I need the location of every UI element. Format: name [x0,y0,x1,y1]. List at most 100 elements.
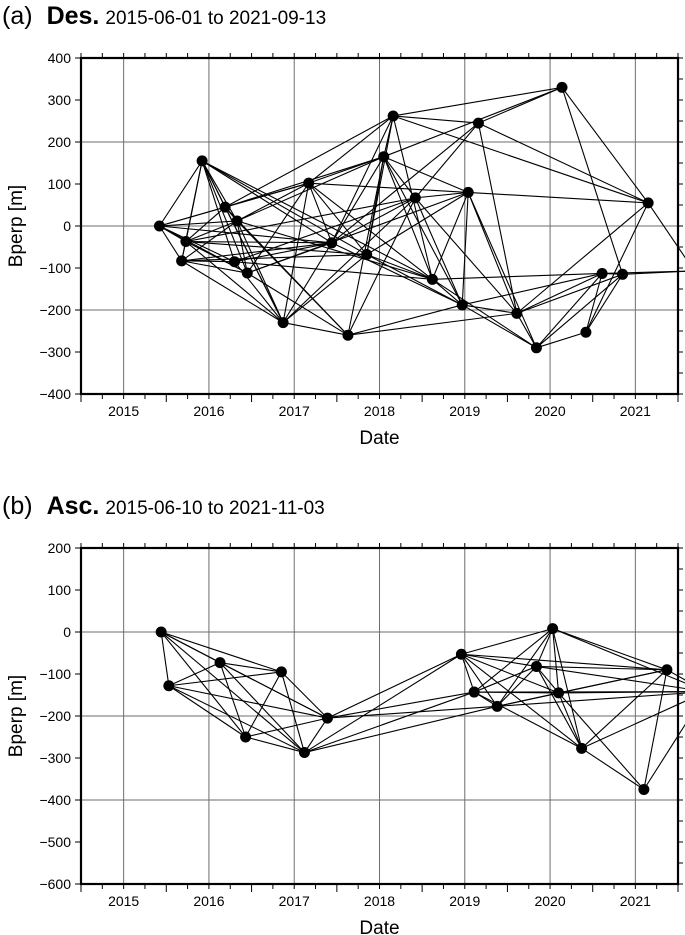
acquisition-point [642,197,654,209]
interferogram-pair-line [201,160,333,244]
acquisition-point [387,110,399,122]
acquisition-point [229,256,241,268]
y-tick-label: 200 [48,134,72,150]
interferogram-pair-line [327,691,475,719]
interferogram-pair-line [247,272,349,336]
interferogram-pair-line [414,197,518,314]
interferogram-pair-line [158,225,183,262]
y-tick-label: −200 [39,302,71,318]
plot-frame [79,56,680,396]
x-tick-label: 2017 [279,893,310,909]
acquisition-point [426,273,438,285]
interferogram-pair-line [181,260,284,324]
acquisition-point [361,249,373,261]
acquisition-point [617,268,629,280]
y-tick-label: −300 [39,344,71,360]
interferogram-pair-line [393,86,563,117]
interferogram-pair-line [185,241,248,274]
interferogram-pair-line [432,272,603,280]
interferogram-pair-line [467,192,518,314]
interferogram-pair-line [461,653,667,671]
interferogram-pair-line [383,156,469,193]
interferogram-pair-line [185,220,238,243]
interferogram-pair-line [393,115,479,124]
y-tick-label: −100 [39,666,71,682]
interferogram-pair-line [516,313,537,349]
x-tick-label: 2015 [108,893,139,909]
interferogram-pair-line [392,115,649,204]
acquisition-point [155,626,167,638]
interferogram-pair-line [185,241,284,324]
panel-b-title: (b) Asc. 2015-06-10 to 2021-11-03 [2,494,325,519]
interferogram-pair-line [236,220,349,336]
acquisition-point [511,307,523,319]
x-axis-label: Date [359,918,399,935]
interferogram-pair-line [366,254,463,306]
interferogram-pair-line [347,197,416,336]
acquisition-point [342,329,354,341]
panel-a-title: (a) Des. 2015-06-01 to 2021-09-13 [2,4,326,29]
interferogram-pair-line [496,628,554,707]
interferogram-pair-line [185,240,367,256]
interferogram-pair-line [643,669,668,790]
interferogram-pair-line [467,192,537,349]
interferogram-pair-line [168,685,305,754]
plot-area: 200 100 0 −100 −200 −300 −400 −500 −600 2015 2016 2… [6,540,685,935]
x-tick-label: 2016 [193,403,224,419]
y-tick-label: 400 [48,50,72,66]
acquisition-point [277,317,289,329]
interferogram-pair-line [496,666,537,707]
interferogram-pair-line [283,322,349,336]
interferogram-pair-line [236,220,248,274]
panel-a-letter: (a) [2,2,33,30]
panel-b-letter: (b) [2,492,33,520]
interferogram-pair-line [468,191,649,204]
interferogram-pair-line [473,665,537,693]
acquisition-point [596,267,608,279]
interferogram-pair-line [224,115,394,208]
interferogram-pair-line [308,182,368,255]
x-tick-label: 2020 [534,403,565,419]
interferogram-pair-line [461,653,559,694]
interferogram-pair-line [219,662,328,719]
acquisition-point [556,81,568,93]
interferogram-pair-line [245,717,328,738]
interferogram-pair-line [168,662,221,687]
interferogram-pair-line [558,691,685,694]
interferogram-pair-line [160,631,305,753]
interferogram-pair-line [414,197,463,306]
x-tick-label: 2021 [620,893,651,909]
interferogram-pair-line [185,206,226,242]
y-axis-label: Bperp [m] [6,185,27,267]
panel-a-chart: 400 300 200 100 0 −100 −200 −300 −400 2015 2016 201… [6,50,685,449]
interferogram-pair-line [383,86,563,158]
interferogram-pair-line [201,160,238,222]
y-tick-label: −500 [39,834,71,850]
interferogram-pair-line [383,156,433,280]
acquisition-point [326,237,338,249]
interferogram-pair-line [327,653,462,719]
interferogram-pair-line [461,653,537,667]
interferogram-pair-line [282,254,368,324]
acquisition-point [214,657,226,669]
acquisition-point [409,192,421,204]
interferogram-pair-line [461,192,469,305]
interferogram-pair-line [581,700,685,749]
interferogram-pair-line [181,242,332,262]
interferogram-pair-line [432,278,463,306]
x-tick-label: 2016 [193,893,224,909]
interferogram-pair-line [558,692,583,749]
interferogram-pair-line [536,665,667,671]
x-tick-label: 2021 [620,403,651,419]
interferogram-pair-line [473,628,553,693]
y-tick-label: −200 [39,708,71,724]
interferogram-pair-line [535,666,583,749]
interferogram-pair-line [246,182,310,274]
interferogram-pair-line [516,202,649,314]
interferogram-pair-line [304,653,462,754]
acquisition-point [530,342,542,354]
acquisition-point [462,186,474,198]
acquisition-point [491,700,503,712]
interferogram-pair-line [462,272,603,306]
y-tick-label: −300 [39,750,71,766]
